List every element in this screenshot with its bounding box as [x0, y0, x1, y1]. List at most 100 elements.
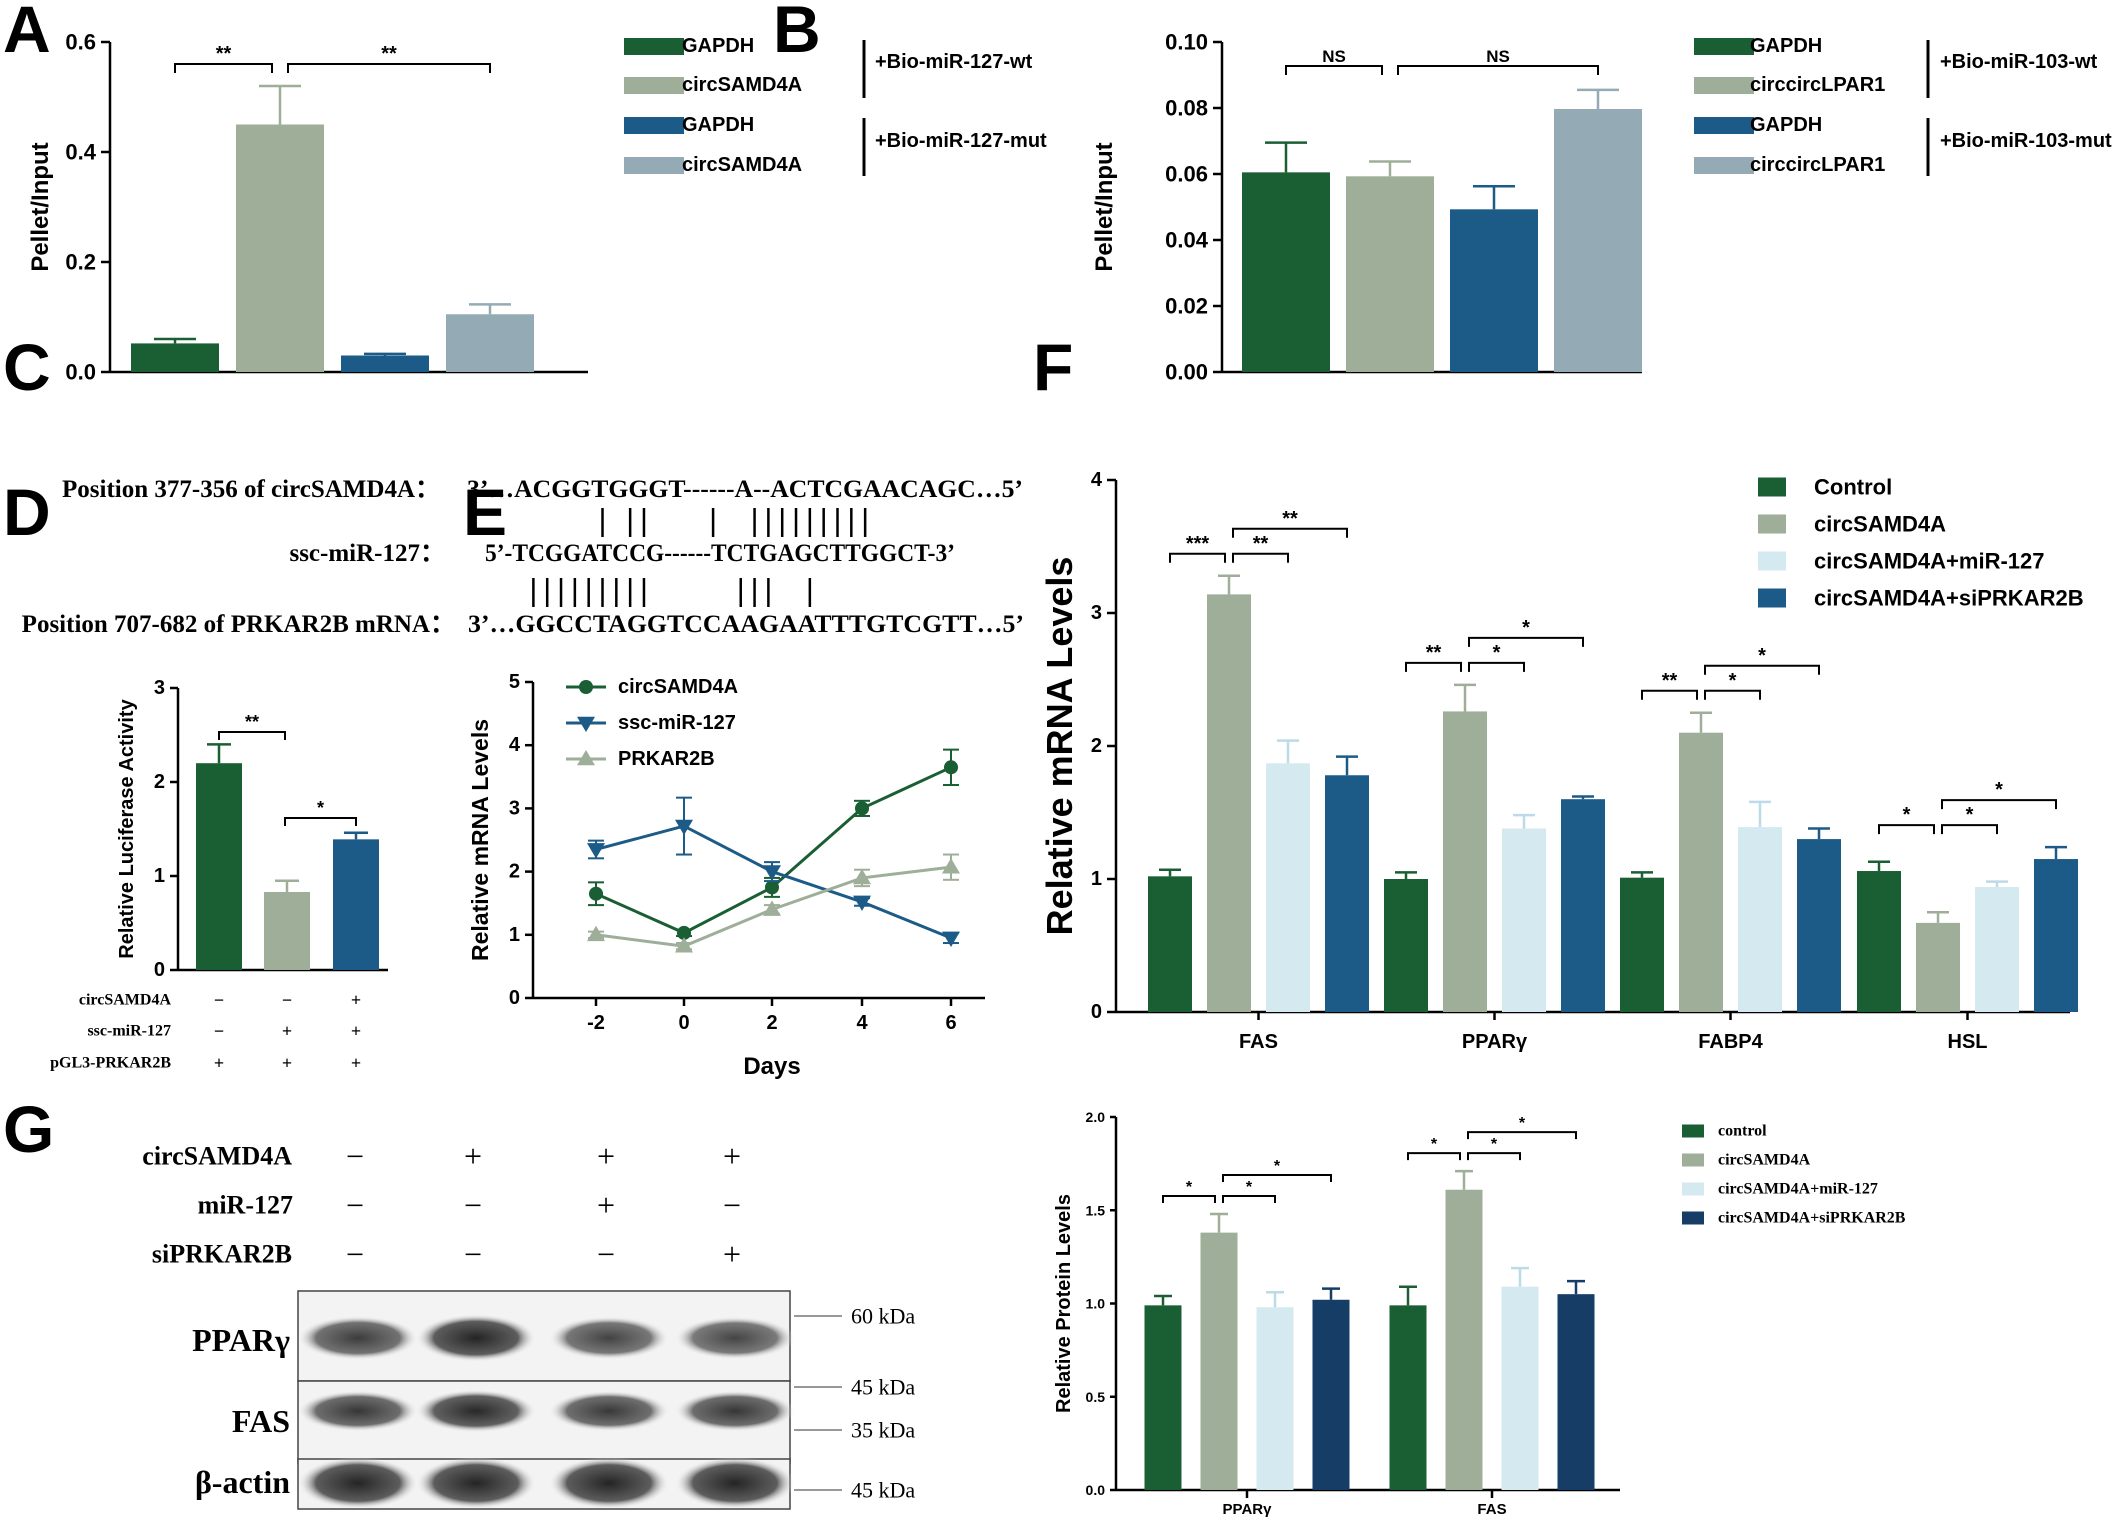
panel-c-sequence: 5’-TCGGATCCG------TCTGAGCTTGGCT-3’ [485, 540, 955, 567]
panel-g-chart-bar [1389, 1305, 1427, 1490]
panel-a-bar [236, 124, 324, 372]
panel-a-y-tick-label: 0.0 [65, 360, 96, 385]
panel-c-row-label: Position 707-682 of PRKAR2B mRNA： [22, 611, 455, 638]
panel-f-legend-swatch [1758, 588, 1786, 608]
panel-e-x-tick-label: -2 [587, 1012, 605, 1034]
panel-a-significance-label: ** [381, 43, 397, 65]
panel-d-condition-mark: + [351, 990, 361, 1010]
panel-d-condition-label: ssc-miR-127 [87, 1023, 171, 1040]
panel-d-condition-mark: + [351, 1053, 361, 1073]
legend-label: GAPDH [682, 114, 754, 136]
panel-f-significance [1878, 824, 1935, 835]
panel-e-point [942, 858, 960, 874]
panel-g-condition-mark: − [346, 1138, 364, 1174]
panel-g-band [416, 1389, 536, 1433]
panel-letter-f: F [1033, 330, 1073, 404]
panel-g-chart-bar [1312, 1299, 1350, 1490]
panel-f-y-tick-label: 4 [1091, 469, 1103, 491]
panel-g-blot-label: PPARγ [192, 1322, 290, 1358]
legend-group-label: +Bio-miR-103-mut [1940, 130, 2112, 152]
panel-e-point [854, 801, 870, 816]
panel-f-significance-label: * [1729, 670, 1737, 692]
legend-swatch [624, 38, 684, 55]
legend-group-label: +Bio-miR-103-wt [1940, 51, 2098, 73]
panel-g-chart-significance-label: * [1274, 1158, 1281, 1175]
panel-g-condition-mark: + [597, 1138, 615, 1174]
panel-f-significance [1169, 552, 1226, 563]
panel-g-band [298, 1390, 418, 1432]
panel-c-row-label: Position 377-356 of circSAMD4A： [62, 476, 440, 503]
panel-g-condition-mark: + [464, 1138, 482, 1174]
panel-g-band [549, 1390, 669, 1432]
panel-d-bar [264, 891, 310, 970]
legend-label: GAPDH [1750, 114, 1822, 136]
panel-d-y-tick-label: 3 [154, 677, 165, 699]
panel-g-chart-legend-swatch [1682, 1153, 1704, 1167]
panel-e-point [675, 819, 693, 836]
panel-f-significance [1941, 824, 1998, 835]
panel-g-chart-legend-swatch [1682, 1124, 1704, 1138]
panel-f-significance-label: ** [1426, 642, 1442, 664]
panel-f-legend-swatch [1758, 477, 1786, 497]
panel-f-y-tick-label: 0 [1091, 1001, 1102, 1023]
panel-e-legend-label: PRKAR2B [618, 748, 715, 770]
panel-g-chart-category-label: FAS [1477, 1501, 1506, 1518]
panel-letter-e: E [463, 475, 507, 549]
panel-a-significance-label: ** [216, 43, 232, 65]
panel-d-condition-mark: − [214, 1021, 224, 1041]
panel-f-bar [1975, 886, 2019, 1012]
panel-f-bar [1797, 839, 1841, 1012]
panel-g-chart-bar [1200, 1232, 1238, 1490]
panel-g-chart-significance-label: * [1246, 1179, 1253, 1196]
panel-f-significance [1704, 664, 1820, 675]
legend-group-label: +Bio-miR-127-wt [875, 51, 1033, 73]
panel-e-point [588, 886, 604, 901]
panel-g-chart-significance [1467, 1152, 1521, 1161]
panel-g-condition-mark: + [723, 1236, 741, 1272]
panel-f-significance-label: * [1758, 645, 1766, 667]
panel-g-chart-significance-label: * [1491, 1136, 1498, 1153]
panel-g-chart-bar [1144, 1305, 1182, 1490]
panel-b-y-tick-label: 0.08 [1165, 96, 1208, 121]
panel-a-y-tick-label: 0.6 [65, 30, 96, 55]
panel-b-significance-label: NS [1486, 47, 1510, 66]
panel-f-significance-label: * [1995, 779, 2003, 801]
panel-f-bar [1207, 594, 1251, 1012]
panel-e-y-tick-label: 4 [509, 734, 521, 756]
panel-g-chart-y-tick-label: 2.0 [1086, 1109, 1106, 1125]
panel-e-point [676, 925, 692, 940]
panel-g-chart-category-label: PPARγ [1223, 1501, 1273, 1518]
panel-e-point [763, 865, 781, 881]
panel-g-chart-significance [1162, 1194, 1216, 1203]
panel-f-legend-swatch [1758, 551, 1786, 571]
panel-g-marker-label: 60 kDa [851, 1304, 915, 1329]
panel-b-significance [1285, 65, 1383, 75]
legend-swatch [624, 157, 684, 174]
panel-f-category-label: PPARγ [1462, 1031, 1528, 1053]
panel-g-chart-significance-label: * [1519, 1115, 1526, 1132]
panel-f-significance [1468, 636, 1584, 647]
panel-g-band [549, 1457, 669, 1509]
panel-c-row-label: ssc-miR-127： [289, 540, 445, 567]
panel-a-y-label: Pellet/Input [27, 142, 54, 271]
panel-g-band [416, 1457, 536, 1509]
panel-g-chart-legend-swatch [1682, 1182, 1704, 1196]
panel-f-bar [1738, 827, 1782, 1012]
panel-g-condition-mark: − [464, 1236, 482, 1272]
panel-a-bar [446, 314, 534, 372]
panel-f-bar [1561, 799, 1605, 1012]
panel-e-x-tick-label: 0 [678, 1012, 689, 1034]
panel-g-marker-label: 45 kDa [851, 1478, 915, 1503]
panel-g-band [549, 1316, 669, 1360]
panel-e-legend-label: circSAMD4A [618, 676, 738, 698]
panel-g-chart-legend-label: circSAMD4A+miR-127 [1718, 1181, 1878, 1198]
panel-d-condition-mark: + [214, 1053, 224, 1073]
panel-d-condition-mark: + [351, 1021, 361, 1041]
panel-e-x-tick-label: 4 [856, 1012, 868, 1034]
panel-g-chart-legend-label: control [1718, 1123, 1767, 1140]
panel-b-significance [1397, 65, 1599, 75]
panel-g-chart-y-tick-label: 1.5 [1086, 1202, 1106, 1218]
panel-e-x-label: Days [743, 1053, 800, 1080]
panel-letter-b: B [773, 0, 821, 66]
